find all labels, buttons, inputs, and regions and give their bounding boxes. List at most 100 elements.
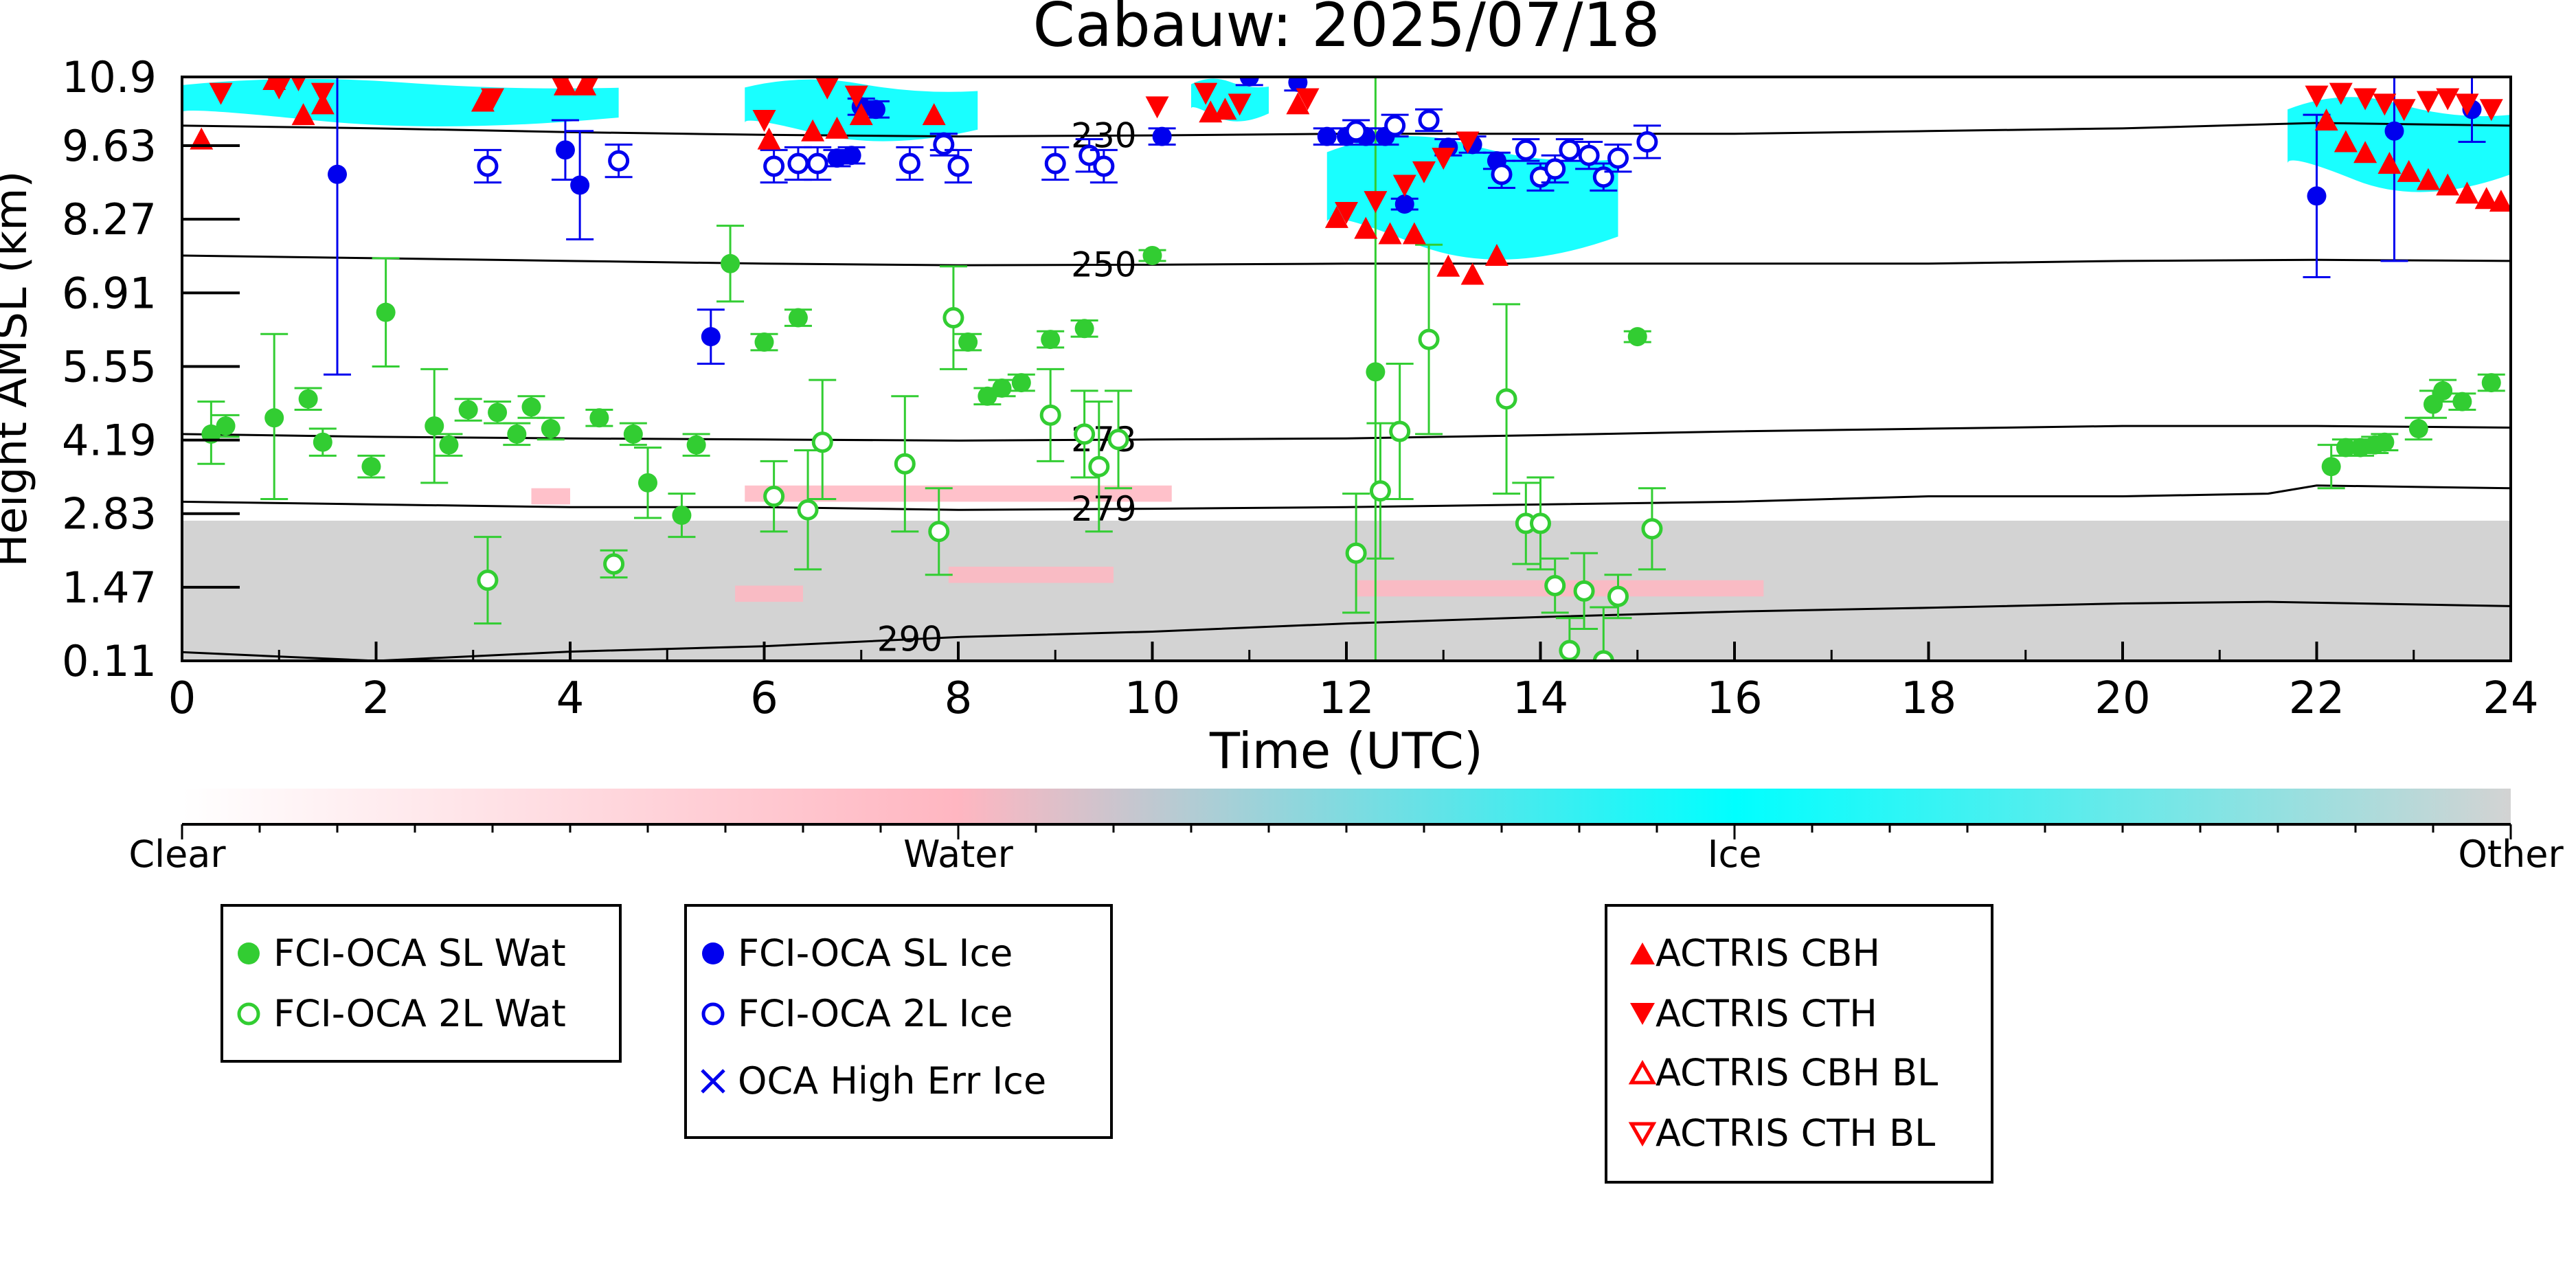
fci-oca-2l-wat-point bbox=[1493, 303, 1521, 495]
marker bbox=[2455, 181, 2479, 204]
fci-oca-2l-wat-point bbox=[1105, 389, 1133, 490]
marker bbox=[797, 499, 819, 521]
marker bbox=[589, 408, 609, 428]
marker bbox=[1041, 330, 1061, 350]
fci-oca-sl-wat-point bbox=[1037, 330, 1065, 350]
marker bbox=[541, 419, 561, 439]
marker bbox=[1288, 77, 1308, 92]
marker bbox=[2474, 187, 2498, 210]
marker bbox=[1378, 222, 1402, 245]
marker bbox=[1432, 148, 1456, 170]
marker bbox=[507, 424, 527, 444]
marker bbox=[1559, 139, 1581, 161]
colorbar-label-clear: Clear bbox=[128, 833, 226, 876]
x-tick-label: 2 bbox=[362, 673, 390, 724]
actris-cth-point bbox=[2305, 85, 2329, 108]
y-tick-label: 10.9 bbox=[62, 52, 157, 102]
marker bbox=[1194, 82, 1218, 105]
legend-marker-cbh-bl bbox=[1628, 1059, 1657, 1085]
colorbar-gradient bbox=[182, 789, 2511, 824]
legend-actris: ACTRIS CBH ACTRIS CTH ACTRIS CBH BL ACTR… bbox=[1605, 904, 1993, 1184]
marker bbox=[1607, 147, 1629, 169]
marker bbox=[2305, 85, 2329, 108]
actris-cth-point bbox=[580, 77, 599, 94]
marker bbox=[2455, 93, 2479, 116]
fci-oca-2l-wat-point bbox=[1037, 368, 1065, 462]
actris-cbh-point bbox=[2489, 190, 2511, 212]
actris-cth-point bbox=[1296, 88, 1320, 111]
actris-cbh-point bbox=[1286, 92, 1310, 115]
marker bbox=[1044, 152, 1066, 174]
actris-cbh-point bbox=[471, 89, 495, 112]
fci-oca-sl-wat-point bbox=[454, 398, 482, 422]
actris-cth-point bbox=[2479, 99, 2503, 122]
water-class-region bbox=[735, 585, 803, 602]
fci-oca-sl-wat-point bbox=[372, 257, 400, 368]
fci-oca-sl-wat-point bbox=[1007, 373, 1035, 393]
marker bbox=[1093, 155, 1115, 177]
fci-oca-2l-ice-point bbox=[473, 148, 501, 184]
marker bbox=[1418, 328, 1440, 350]
marker bbox=[1286, 92, 1310, 115]
marker bbox=[1544, 158, 1566, 180]
fci-oca-2l-ice-point bbox=[929, 133, 958, 157]
marker bbox=[1592, 650, 1614, 661]
actris-cth-point bbox=[551, 77, 570, 94]
marker bbox=[209, 82, 233, 105]
fci-oca-2l-ice-point bbox=[1604, 143, 1632, 173]
marker bbox=[2392, 99, 2416, 122]
fci-oca-2l-ice-point bbox=[1633, 124, 1661, 159]
actris-cbh-point bbox=[1354, 216, 1378, 239]
actris-cbh-point bbox=[1213, 98, 1237, 120]
marker bbox=[1484, 243, 1509, 266]
x-tick-label: 4 bbox=[556, 673, 585, 724]
marker bbox=[1530, 512, 1551, 534]
marker bbox=[2353, 88, 2377, 111]
marker bbox=[815, 77, 839, 100]
marker bbox=[2321, 457, 2341, 477]
marker bbox=[291, 103, 315, 126]
contour-line-279 bbox=[182, 484, 2511, 511]
fci-oca-2l-wat-point bbox=[1085, 400, 1113, 533]
marker bbox=[1573, 580, 1595, 602]
marker bbox=[1152, 126, 1172, 146]
marker bbox=[1145, 96, 1169, 119]
marker bbox=[1436, 254, 1460, 277]
marker bbox=[899, 152, 920, 174]
marker bbox=[481, 88, 504, 111]
actris-cth-point bbox=[2436, 88, 2460, 111]
fci-oca-2l-wat-point bbox=[600, 549, 628, 579]
fci-oca-sl-ice-point bbox=[551, 119, 579, 181]
marker bbox=[361, 457, 381, 477]
fci-oca-sl-wat-point bbox=[750, 332, 778, 352]
marker bbox=[2416, 91, 2440, 113]
fci-oca-sl-wat-point bbox=[668, 493, 696, 539]
marker bbox=[2436, 173, 2460, 196]
legend-marker-high-err-ice bbox=[701, 1069, 725, 1094]
fci-oca-2l-wat-point bbox=[1541, 557, 1569, 614]
fci-oca-sl-ice-point bbox=[324, 77, 351, 376]
marker bbox=[2353, 141, 2377, 163]
marker bbox=[328, 164, 347, 184]
marker bbox=[752, 110, 776, 133]
marker bbox=[313, 432, 332, 452]
x-tick-label: 12 bbox=[1318, 673, 1374, 724]
marker bbox=[2397, 159, 2421, 182]
fci-oca-sl-wat-point bbox=[2477, 373, 2505, 393]
y-tick-label: 1.47 bbox=[62, 563, 157, 613]
fci-oca-sl-wat-point bbox=[1362, 77, 1390, 661]
fci-oca-2l-wat-point bbox=[1386, 363, 1414, 500]
colorbar-label-ice: Ice bbox=[1708, 833, 1762, 876]
x-tick-label: 22 bbox=[2289, 673, 2345, 724]
marker bbox=[1384, 115, 1406, 137]
legend-marker-2l-wat bbox=[237, 1002, 260, 1026]
fci-oca-2l-wat-point bbox=[1604, 574, 1632, 620]
marker bbox=[721, 253, 741, 273]
actris-cbh-point bbox=[1460, 262, 1484, 285]
actris-cth-point bbox=[481, 88, 504, 111]
ice-class-region bbox=[2287, 97, 2511, 192]
fci-oca-2l-wat-point bbox=[1526, 476, 1555, 571]
marker bbox=[1345, 542, 1367, 564]
x-tick-label: 18 bbox=[1901, 673, 1956, 724]
